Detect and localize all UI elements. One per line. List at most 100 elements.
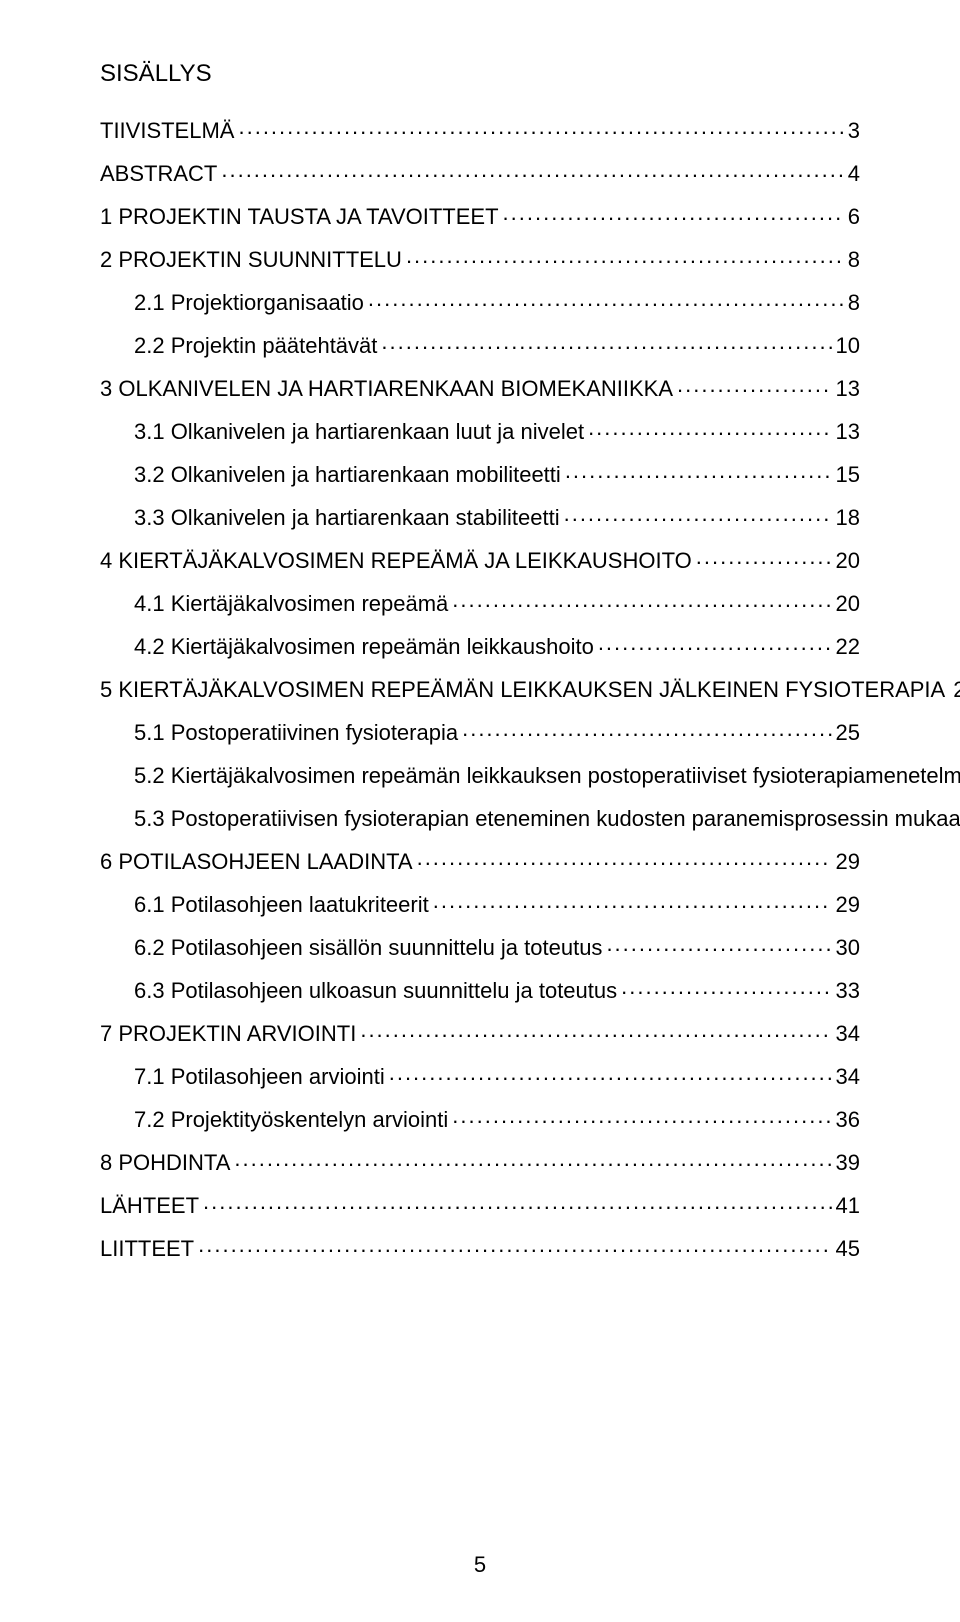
toc-leader-dots xyxy=(606,933,831,955)
toc-entry-page: 39 xyxy=(832,1152,860,1174)
toc-leader-dots xyxy=(503,202,844,224)
toc-leader-dots xyxy=(696,546,832,568)
toc-entry: 3.2 Olkanivelen ja hartiarenkaan mobilit… xyxy=(100,460,860,486)
toc-entry: 6 POTILASOHJEEN LAADINTA 29 xyxy=(100,847,860,873)
toc-entry-page: 29 xyxy=(832,894,860,916)
toc-leader-dots xyxy=(433,890,832,912)
toc-entry-page: 29 xyxy=(832,851,860,873)
toc-entry-label: LIITTEET xyxy=(100,1238,198,1260)
toc-leader-dots xyxy=(565,460,832,482)
toc-entry-page: 18 xyxy=(832,507,860,529)
toc-entry-label: 4.1 Kiertäjäkalvosimen repeämä xyxy=(134,593,452,615)
toc-entry-label: TIIVISTELMÄ xyxy=(100,120,238,142)
toc-entry-page: 3 xyxy=(844,120,860,142)
toc-list: TIIVISTELMÄ 3 ABSTRACT 4 1 PROJEKTIN TAU… xyxy=(100,116,860,1260)
toc-entry-page: 36 xyxy=(832,1109,860,1131)
toc-entry-label: 2.2 Projektin päätehtävät xyxy=(134,335,381,357)
toc-entry: 6.3 Potilasohjeen ulkoasun suunnittelu j… xyxy=(100,976,860,1002)
toc-entry-label: 4.2 Kiertäjäkalvosimen repeämän leikkaus… xyxy=(134,636,598,658)
toc-leader-dots xyxy=(221,159,843,181)
toc-entry-page: 30 xyxy=(832,937,860,959)
toc-entry: 6.2 Potilasohjeen sisällön suunnittelu j… xyxy=(100,933,860,959)
toc-entry: 5.3 Postoperatiivisen fysioterapian eten… xyxy=(100,804,860,830)
toc-entry-page: 4 xyxy=(844,163,860,185)
toc-entry-page: 13 xyxy=(832,421,860,443)
toc-entry: 3 OLKANIVELEN JA HARTIARENKAAN BIOMEKANI… xyxy=(100,374,860,400)
toc-entry-label: ABSTRACT xyxy=(100,163,221,185)
toc-entry-label: 3.1 Olkanivelen ja hartiarenkaan luut ja… xyxy=(134,421,588,443)
toc-entry-page: 33 xyxy=(832,980,860,1002)
toc-entry-label: 1 PROJEKTIN TAUSTA JA TAVOITTEET xyxy=(100,206,503,228)
toc-leader-dots xyxy=(381,331,831,353)
toc-entry-label: 3 OLKANIVELEN JA HARTIARENKAAN BIOMEKANI… xyxy=(100,378,677,400)
toc-leader-dots xyxy=(462,718,831,740)
toc-entry-label: LÄHTEET xyxy=(100,1195,203,1217)
toc-entry-page: 25 xyxy=(832,722,860,744)
toc-entry-label: 6.2 Potilasohjeen sisällön suunnittelu j… xyxy=(134,937,606,959)
toc-entry-label: 7 PROJEKTIN ARVIOINTI xyxy=(100,1023,360,1045)
toc-entry-label: 8 POHDINTA xyxy=(100,1152,234,1174)
toc-leader-dots xyxy=(368,288,844,310)
toc-entry-page: 22 xyxy=(832,636,860,658)
toc-entry-label: 3.3 Olkanivelen ja hartiarenkaan stabili… xyxy=(134,507,564,529)
toc-entry-page: 34 xyxy=(832,1066,860,1088)
toc-entry: 6.1 Potilasohjeen laatukriteerit 29 xyxy=(100,890,860,916)
toc-entry: 7 PROJEKTIN ARVIOINTI 34 xyxy=(100,1019,860,1045)
toc-entry: 2.1 Projektiorganisaatio 8 xyxy=(100,288,860,314)
toc-entry-page: 41 xyxy=(832,1195,860,1217)
toc-entry-label: 5.3 Postoperatiivisen fysioterapian eten… xyxy=(134,808,960,830)
toc-leader-dots xyxy=(417,847,832,869)
toc-leader-dots xyxy=(564,503,832,525)
toc-entry: 5 KIERTÄJÄKALVOSIMEN REPEÄMÄN LEIKKAUKSE… xyxy=(100,675,860,701)
toc-entry-label: 6 POTILASOHJEEN LAADINTA xyxy=(100,851,417,873)
toc-entry-page: 20 xyxy=(832,550,860,572)
toc-entry: 4.1 Kiertäjäkalvosimen repeämä 20 xyxy=(100,589,860,615)
toc-entry-page: 8 xyxy=(844,249,860,271)
toc-entry-page: 13 xyxy=(832,378,860,400)
toc-entry: 5.2 Kiertäjäkalvosimen repeämän leikkauk… xyxy=(100,761,860,787)
toc-entry: 3.1 Olkanivelen ja hartiarenkaan luut ja… xyxy=(100,417,860,443)
toc-entry-page: 10 xyxy=(832,335,860,357)
toc-entry: 7.2 Projektityöskentelyn arviointi 36 xyxy=(100,1105,860,1131)
toc-entry: 8 POHDINTA 39 xyxy=(100,1148,860,1174)
toc-entry: 7.1 Potilasohjeen arviointi 34 xyxy=(100,1062,860,1088)
toc-entry-label: 5.2 Kiertäjäkalvosimen repeämän leikkauk… xyxy=(134,765,960,787)
toc-entry: TIIVISTELMÄ 3 xyxy=(100,116,860,142)
toc-leader-dots xyxy=(203,1191,831,1213)
toc-entry-label: 2.1 Projektiorganisaatio xyxy=(134,292,368,314)
toc-leader-dots xyxy=(598,632,832,654)
toc-entry-page: 34 xyxy=(832,1023,860,1045)
toc-entry: 3.3 Olkanivelen ja hartiarenkaan stabili… xyxy=(100,503,860,529)
toc-entry-page: 8 xyxy=(844,292,860,314)
toc-entry-label: 6.1 Potilasohjeen laatukriteerit xyxy=(134,894,433,916)
toc-entry-page: 6 xyxy=(844,206,860,228)
toc-leader-dots xyxy=(621,976,831,998)
toc-entry-page: 25 xyxy=(949,679,960,701)
toc-entry-label: 3.2 Olkanivelen ja hartiarenkaan mobilit… xyxy=(134,464,565,486)
toc-entry: 2 PROJEKTIN SUUNNITTELU 8 xyxy=(100,245,860,271)
toc-leader-dots xyxy=(389,1062,832,1084)
toc-leader-dots xyxy=(452,589,831,611)
toc-leader-dots xyxy=(588,417,831,439)
toc-entry-page: 45 xyxy=(832,1238,860,1260)
toc-entry: 1 PROJEKTIN TAUSTA JA TAVOITTEET 6 xyxy=(100,202,860,228)
toc-leader-dots xyxy=(452,1105,831,1127)
toc-entry: 5.1 Postoperatiivinen fysioterapia 25 xyxy=(100,718,860,744)
toc-entry: LIITTEET 45 xyxy=(100,1234,860,1260)
toc-entry-label: 4 KIERTÄJÄKALVOSIMEN REPEÄMÄ JA LEIKKAUS… xyxy=(100,550,696,572)
toc-heading: SISÄLLYS xyxy=(100,60,860,88)
toc-entry-label: 2 PROJEKTIN SUUNNITTELU xyxy=(100,249,406,271)
toc-entry-page: 20 xyxy=(832,593,860,615)
toc-entry-label: 5 KIERTÄJÄKALVOSIMEN REPEÄMÄN LEIKKAUKSE… xyxy=(100,679,949,701)
page-number: 5 xyxy=(0,1552,960,1578)
toc-leader-dots xyxy=(406,245,844,267)
toc-leader-dots xyxy=(238,116,843,138)
toc-entry: 2.2 Projektin päätehtävät 10 xyxy=(100,331,860,357)
toc-entry-label: 5.1 Postoperatiivinen fysioterapia xyxy=(134,722,462,744)
toc-entry: 4.2 Kiertäjäkalvosimen repeämän leikkaus… xyxy=(100,632,860,658)
toc-entry: ABSTRACT 4 xyxy=(100,159,860,185)
toc-entry-page: 15 xyxy=(832,464,860,486)
toc-entry: 4 KIERTÄJÄKALVOSIMEN REPEÄMÄ JA LEIKKAUS… xyxy=(100,546,860,572)
toc-leader-dots xyxy=(198,1234,831,1256)
toc-entry-label: 6.3 Potilasohjeen ulkoasun suunnittelu j… xyxy=(134,980,621,1002)
